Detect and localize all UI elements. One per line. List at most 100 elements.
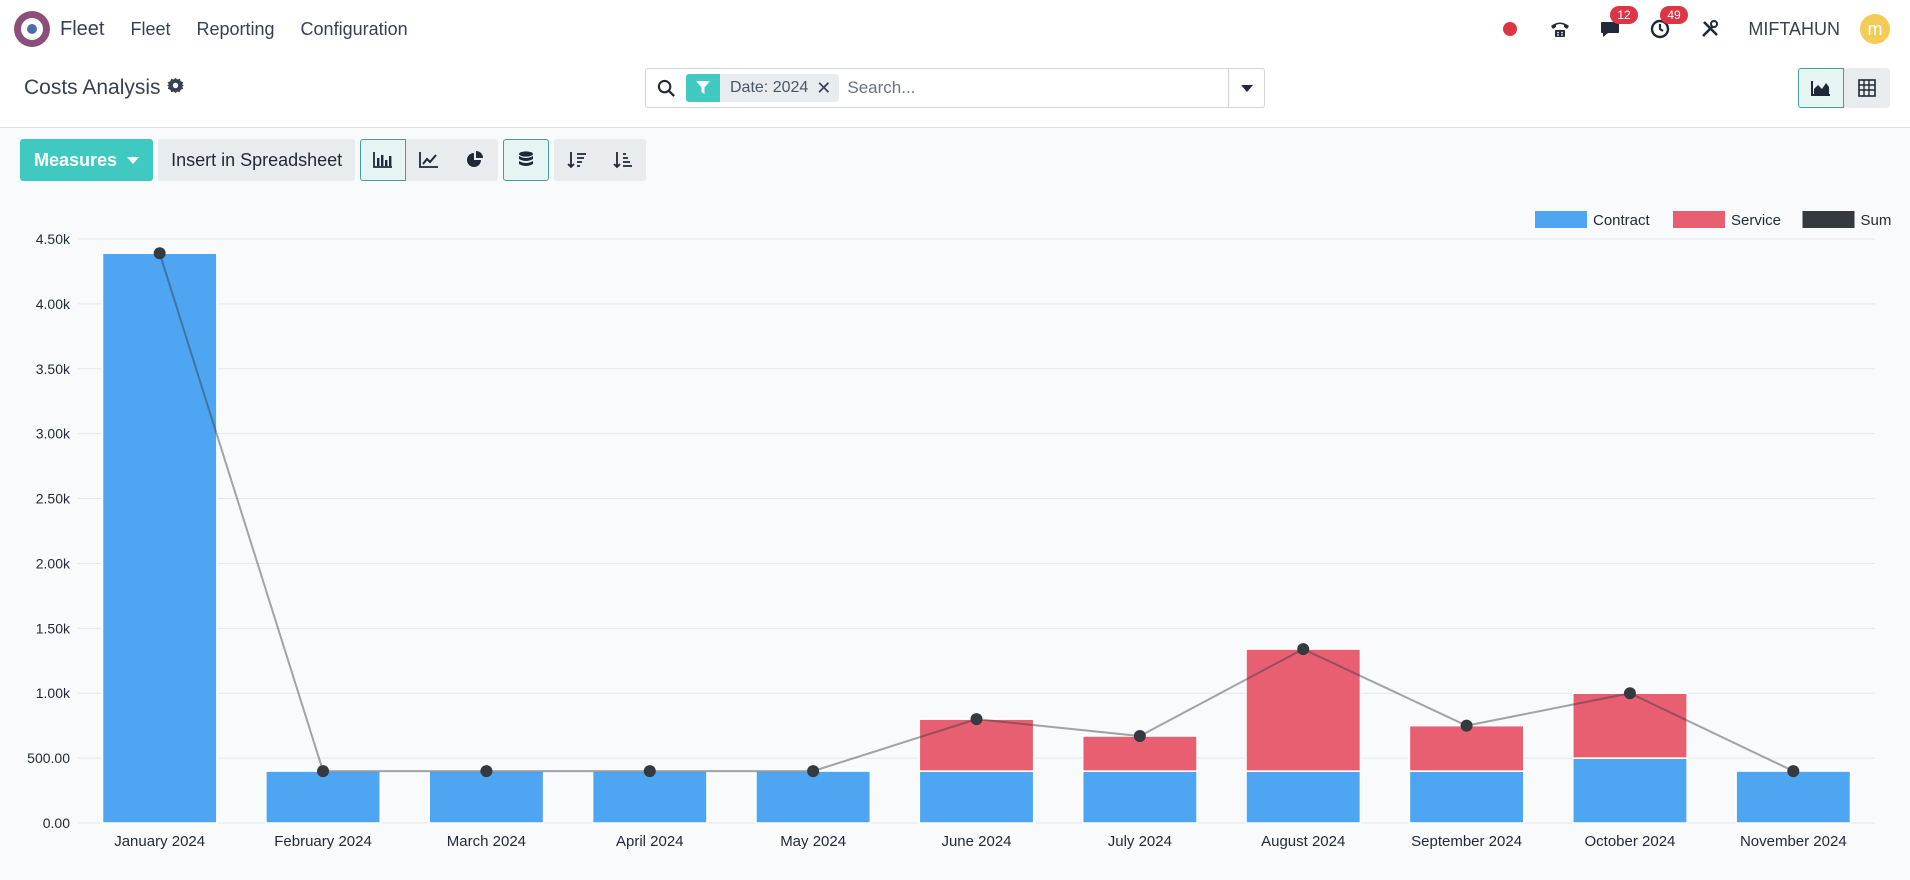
sum-point [643,765,656,778]
user-name[interactable]: MIFTAHUN [1748,18,1840,39]
y-tick-label: 3.50k [36,361,71,377]
x-tick-label: May 2024 [780,833,846,850]
graph-view-button[interactable] [1798,68,1844,108]
insert-in-spreadsheet-button[interactable]: Insert in Spreadsheet [158,139,356,181]
sum-point [807,765,820,778]
gear-icon[interactable] [166,77,184,99]
bar-contract [265,770,381,824]
bar-contract [101,252,218,824]
x-tick-label: February 2024 [274,833,372,850]
bar-contract [1245,770,1362,824]
y-tick-label: 500.00 [27,750,70,766]
navbar-systray: 12 49 MIFTAHUN m [1474,0,1890,58]
x-tick-label: July 2024 [1108,833,1172,850]
line-chart-button[interactable] [406,139,453,181]
measures-button[interactable]: Measures [20,139,154,181]
bar-service [1408,724,1525,772]
close-icon[interactable]: ✕ [816,77,832,98]
activities-clock-icon[interactable]: 49 [1646,6,1688,43]
sort-descending-button[interactable] [554,139,601,181]
bar-contract [428,770,545,824]
search-bar: Date: 2024 ✕ [645,68,1265,108]
stacked-toggle-button[interactable] [503,139,550,181]
bar-contract [755,770,872,824]
page-title: Costs Analysis [24,76,184,100]
stack-group [503,139,550,181]
x-tick-label: September 2024 [1411,833,1522,850]
chevron-down-icon [1240,84,1253,92]
sort-descending-icon [567,152,587,169]
x-tick-label: November 2024 [1740,833,1847,850]
menu-item-configuration[interactable]: Configuration [300,18,408,39]
sort-group [554,139,647,181]
y-tick-label: 2.00k [36,555,71,571]
view-switcher [1798,68,1890,108]
measures-label: Measures [34,149,118,170]
sort-ascending-button[interactable] [600,139,647,181]
recording-status-icon[interactable] [1496,15,1524,43]
search-icon[interactable] [646,79,686,98]
facet-value: Date: 2024 [730,79,809,96]
y-tick-label: 1.00k [36,685,71,701]
sum-point [1297,643,1310,656]
bar-contract [591,770,708,824]
search-input[interactable] [847,78,1228,98]
x-tick-label: April 2024 [616,833,684,850]
database-icon [519,151,534,166]
control-panel: Costs Analysis Date: 2024 ✕ [0,58,1910,128]
activities-count-badge: 49 [1660,6,1688,24]
bar-service [1245,648,1362,772]
x-tick-label: January 2024 [114,833,205,850]
sum-point [153,247,166,260]
sum-point [1787,765,1800,778]
costs-bar-chart: 0.00 500.00 1.00k 1.50k 2.00k 2.50k 3.00k 3.50k… [27,211,1891,850]
bar-service [918,718,1035,772]
app-name[interactable]: Fleet [60,17,105,40]
bar-contract [1408,770,1525,824]
bar-contract [1735,770,1852,824]
x-tick-label: October 2024 [1585,833,1676,850]
sum-point [1133,730,1146,743]
bar-contract [1572,757,1688,824]
tools-icon[interactable] [1696,15,1724,43]
pie-chart-icon [467,151,484,167]
y-tick-label: 0.00 [43,815,70,831]
legend-swatch-sum [1802,211,1855,228]
sum-point [970,713,983,726]
line-chart-icon [419,152,439,168]
bar-chart-button[interactable] [360,139,407,181]
bar-contract [1081,770,1198,824]
legend-label-service: Service [1731,212,1781,229]
y-tick-label: 4.50k [36,231,71,247]
pivot-view-button[interactable] [1844,68,1890,108]
search-options-toggle[interactable] [1228,69,1264,107]
user-avatar[interactable]: m [1860,14,1890,44]
bar-contract [918,770,1035,824]
phone-icon[interactable] [1546,15,1574,43]
legend-label-contract: Contract [1593,212,1651,229]
y-tick-label: 4.00k [36,296,71,312]
messages-icon[interactable]: 12 [1596,6,1638,43]
fleet-app-logo[interactable] [14,11,50,47]
chevron-down-icon [127,156,140,164]
legend-swatch-contract [1535,211,1587,228]
legend-swatch-service [1673,211,1725,228]
sort-ascending-icon [613,152,633,169]
graph-toolbar: Measures Insert in Spreadsheet [20,139,647,181]
y-tick-label: 3.00k [36,426,71,442]
menu-item-fleet[interactable]: Fleet [130,18,171,39]
bar-service [1572,692,1688,759]
filter-icon [686,74,720,102]
x-tick-label: March 2024 [447,833,526,850]
pie-chart-button[interactable] [452,139,499,181]
messages-count-badge: 12 [1610,6,1638,24]
y-tick-label: 1.50k [36,620,71,636]
menu-item-reporting[interactable]: Reporting [196,18,275,39]
chart-type-group [360,139,499,181]
sum-point [1623,687,1636,700]
sum-point [317,765,330,778]
search-facet: Date: 2024 ✕ [686,74,840,102]
sum-point [1460,719,1473,732]
x-tick-label: August 2024 [1261,833,1345,850]
y-tick-label: 2.50k [36,491,71,507]
